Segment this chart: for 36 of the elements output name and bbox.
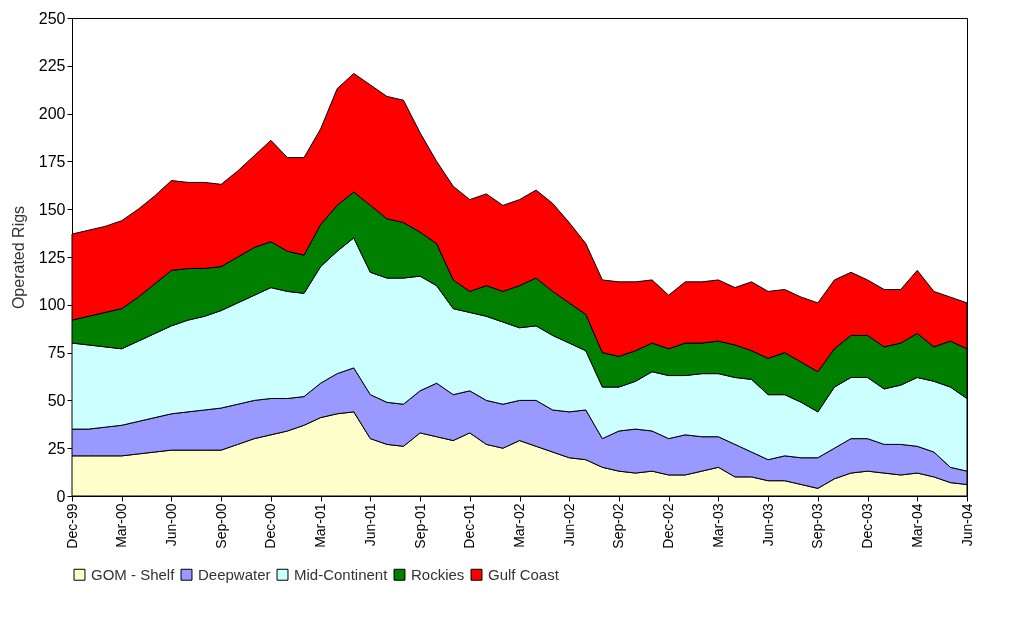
x-tick-label: Jun-01 (361, 503, 378, 547)
x-tick-label: Dec-99 (63, 503, 80, 549)
x-tick-label: Dec-02 (660, 503, 677, 549)
legend-label: Deepwater (198, 565, 271, 583)
legend-label: Gulf Coast (488, 565, 560, 583)
y-tick-label: 200 (38, 105, 66, 123)
y-tick-label: 25 (47, 439, 66, 457)
x-tick-label: Dec-03 (859, 503, 876, 549)
y-tick-label: 125 (38, 248, 66, 266)
x-tick-label: Jun-03 (759, 503, 776, 547)
x-tick-label: Jun-04 (958, 503, 975, 547)
x-tick-label: Mar-03 (709, 503, 726, 548)
x-tick-label: Sep-00 (212, 503, 229, 549)
legend-label: Rockies (411, 565, 465, 583)
x-tick-label: Dec-00 (262, 503, 279, 549)
y-tick-label: 50 (47, 391, 66, 409)
x-tick-label: Mar-02 (511, 503, 527, 548)
x-tick-label: Mar-04 (908, 503, 925, 548)
x-tick-label: Mar-00 (113, 503, 130, 548)
x-tick-label: Jun-02 (560, 503, 577, 547)
legend-label: GOM - Shelf (91, 565, 176, 583)
y-tick-label: 225 (38, 57, 66, 75)
x-tick-label: Sep-03 (809, 503, 826, 549)
y-tick-label: 0 (56, 487, 66, 505)
y-tick-label: 250 (38, 9, 66, 27)
y-tick-label: 150 (38, 200, 66, 218)
x-tick-label: Dec-01 (461, 503, 478, 549)
x-tick-label: Sep-02 (610, 503, 627, 549)
y-tick-label: 175 (38, 152, 66, 170)
x-tick-label: Sep-01 (411, 503, 428, 549)
y-tick-label: 100 (38, 296, 66, 314)
y-axis-title: Operated Rigs (9, 205, 27, 310)
x-tick-label: Mar-01 (312, 503, 329, 548)
legend-label: Mid-Continent (294, 565, 389, 583)
y-tick-label: 75 (47, 344, 66, 362)
x-tick-label: Jun-00 (162, 503, 179, 547)
